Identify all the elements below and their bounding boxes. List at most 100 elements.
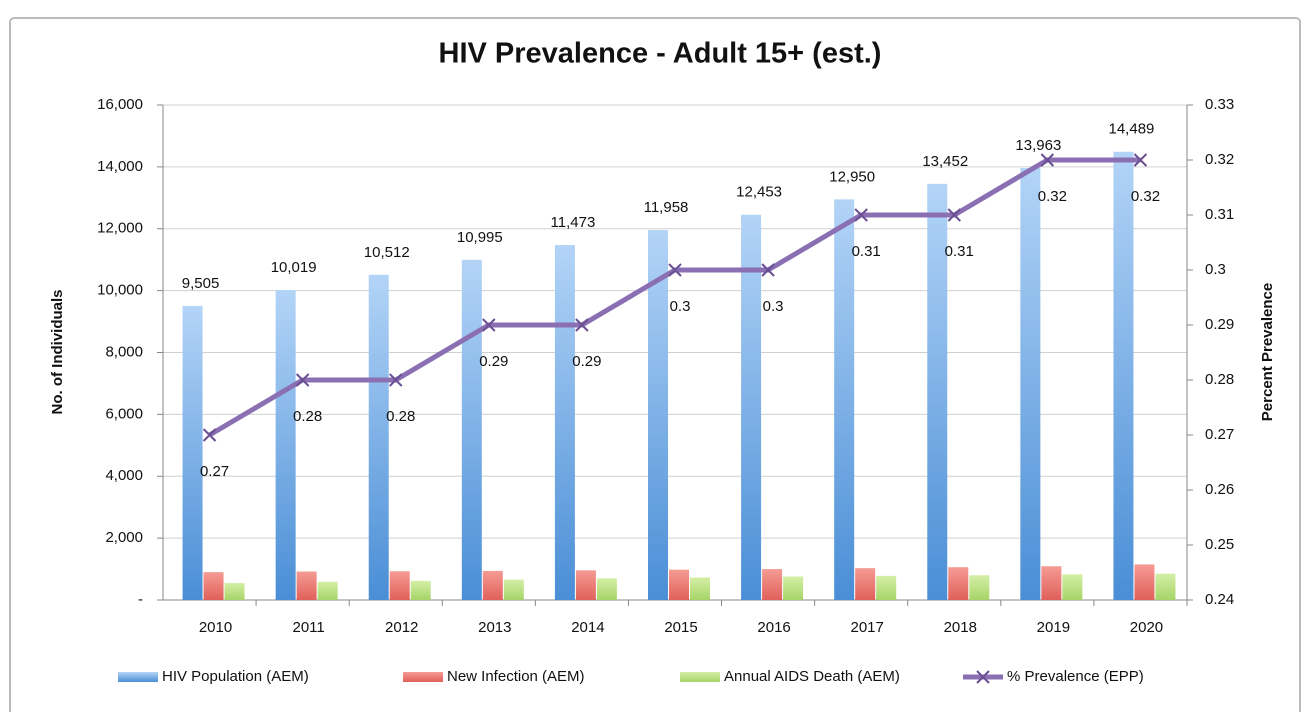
y-tick-label: - — [138, 591, 143, 608]
legend-label: % Prevalence (EPP) — [1007, 668, 1144, 685]
legend-label: Annual AIDS Death (AEM) — [724, 668, 900, 685]
x-tick-label: 2010 — [199, 619, 232, 636]
bar — [948, 567, 969, 600]
y2-axis-label: Percent Prevalence — [1259, 283, 1276, 421]
bar — [410, 580, 431, 600]
marker — [202, 428, 217, 442]
data-label: 0.32 — [1131, 188, 1160, 205]
data-label: 14,489 — [1109, 121, 1155, 138]
frame — [9, 17, 1301, 712]
bar — [1062, 574, 1083, 600]
data-label: 0.27 — [200, 463, 229, 480]
bar — [317, 581, 338, 600]
data-label: 13,452 — [922, 153, 968, 170]
bar — [461, 259, 482, 600]
y2-tick-label: 0.25 — [1205, 536, 1234, 553]
marker — [389, 373, 403, 387]
data-label: 0.28 — [293, 408, 322, 425]
bar — [203, 572, 224, 600]
data-label: 0.29 — [479, 353, 508, 370]
legend-label: New Infection (AEM) — [447, 668, 585, 685]
x-tick-label: 2012 — [385, 619, 418, 636]
data-label: 0.3 — [670, 298, 691, 315]
bar — [834, 199, 855, 600]
bar — [503, 579, 524, 600]
y-tick-label: 8,000 — [105, 343, 143, 360]
bar — [296, 571, 317, 600]
marker — [854, 208, 868, 222]
bar — [1041, 566, 1062, 600]
y-tick-label: 2,000 — [105, 529, 143, 546]
bar — [927, 183, 948, 601]
data-label: 10,019 — [271, 259, 317, 276]
data-label: 12,950 — [829, 168, 875, 185]
y-tick-label: 10,000 — [97, 282, 143, 299]
legend-swatch — [680, 672, 720, 682]
y-tick-label: 14,000 — [97, 158, 143, 175]
data-label: 0.31 — [945, 243, 974, 260]
y-tick-label: 16,000 — [97, 96, 143, 113]
bar — [762, 569, 783, 600]
x-tick-label: 2017 — [850, 619, 883, 636]
chart-title: HIV Prevalence - Adult 15+ (est.) — [439, 38, 882, 70]
x-tick-label: 2020 — [1130, 619, 1163, 636]
data-label: 0.31 — [852, 243, 881, 260]
bar — [1134, 564, 1155, 600]
legend-marker — [976, 670, 990, 684]
data-label: 12,453 — [736, 184, 782, 201]
bar — [554, 245, 575, 600]
y-tick-label: 4,000 — [105, 467, 143, 484]
legend-label: HIV Population (AEM) — [162, 668, 309, 685]
y2-tick-label: 0.32 — [1205, 151, 1234, 168]
bar — [855, 568, 876, 600]
y2-tick-label: 0.28 — [1205, 371, 1234, 388]
legend-swatch — [118, 672, 158, 682]
y-tick-label: 12,000 — [97, 220, 143, 237]
data-label: 0.3 — [763, 298, 784, 315]
data-label: 11,473 — [551, 214, 596, 231]
y2-tick-label: 0.27 — [1205, 426, 1234, 443]
bar — [876, 575, 897, 600]
marker — [761, 263, 775, 277]
y-axis-label: No. of Individuals — [49, 289, 66, 414]
x-tick-label: 2014 — [571, 619, 604, 636]
marker — [1040, 153, 1055, 167]
bar — [596, 578, 617, 600]
data-label: 10,995 — [457, 229, 503, 246]
marker — [295, 373, 310, 387]
y2-tick-label: 0.29 — [1205, 316, 1234, 333]
data-label: 0.29 — [572, 353, 601, 370]
bar — [368, 274, 389, 600]
bar — [1113, 151, 1134, 600]
bar — [1020, 168, 1041, 600]
y-tick-label: 6,000 — [105, 405, 143, 422]
data-label: 10,512 — [364, 244, 410, 261]
y2-tick-label: 0.26 — [1205, 481, 1234, 498]
y2-tick-label: 0.31 — [1205, 206, 1234, 223]
x-tick-label: 2015 — [664, 619, 697, 636]
data-label: 13,963 — [1015, 137, 1061, 154]
x-tick-label: 2011 — [293, 619, 325, 636]
marker — [482, 318, 496, 332]
bar — [482, 570, 503, 600]
x-tick-label: 2016 — [757, 619, 790, 636]
marker — [947, 208, 961, 222]
y2-tick-label: 0.33 — [1205, 96, 1234, 113]
bar — [648, 230, 668, 600]
bar — [741, 214, 762, 601]
bar — [182, 305, 203, 600]
bar — [969, 575, 990, 600]
marker — [1133, 153, 1148, 167]
data-label: 11,958 — [644, 199, 689, 216]
data-label: 0.28 — [386, 408, 415, 425]
bar — [224, 582, 245, 600]
bar — [275, 290, 296, 600]
y2-tick-label: 0.3 — [1205, 261, 1226, 278]
bar — [575, 570, 596, 600]
bar — [669, 569, 689, 600]
x-tick-label: 2018 — [944, 619, 977, 636]
bar — [1155, 573, 1176, 600]
x-tick-label: 2013 — [478, 619, 511, 636]
y2-tick-label: 0.24 — [1205, 591, 1234, 608]
